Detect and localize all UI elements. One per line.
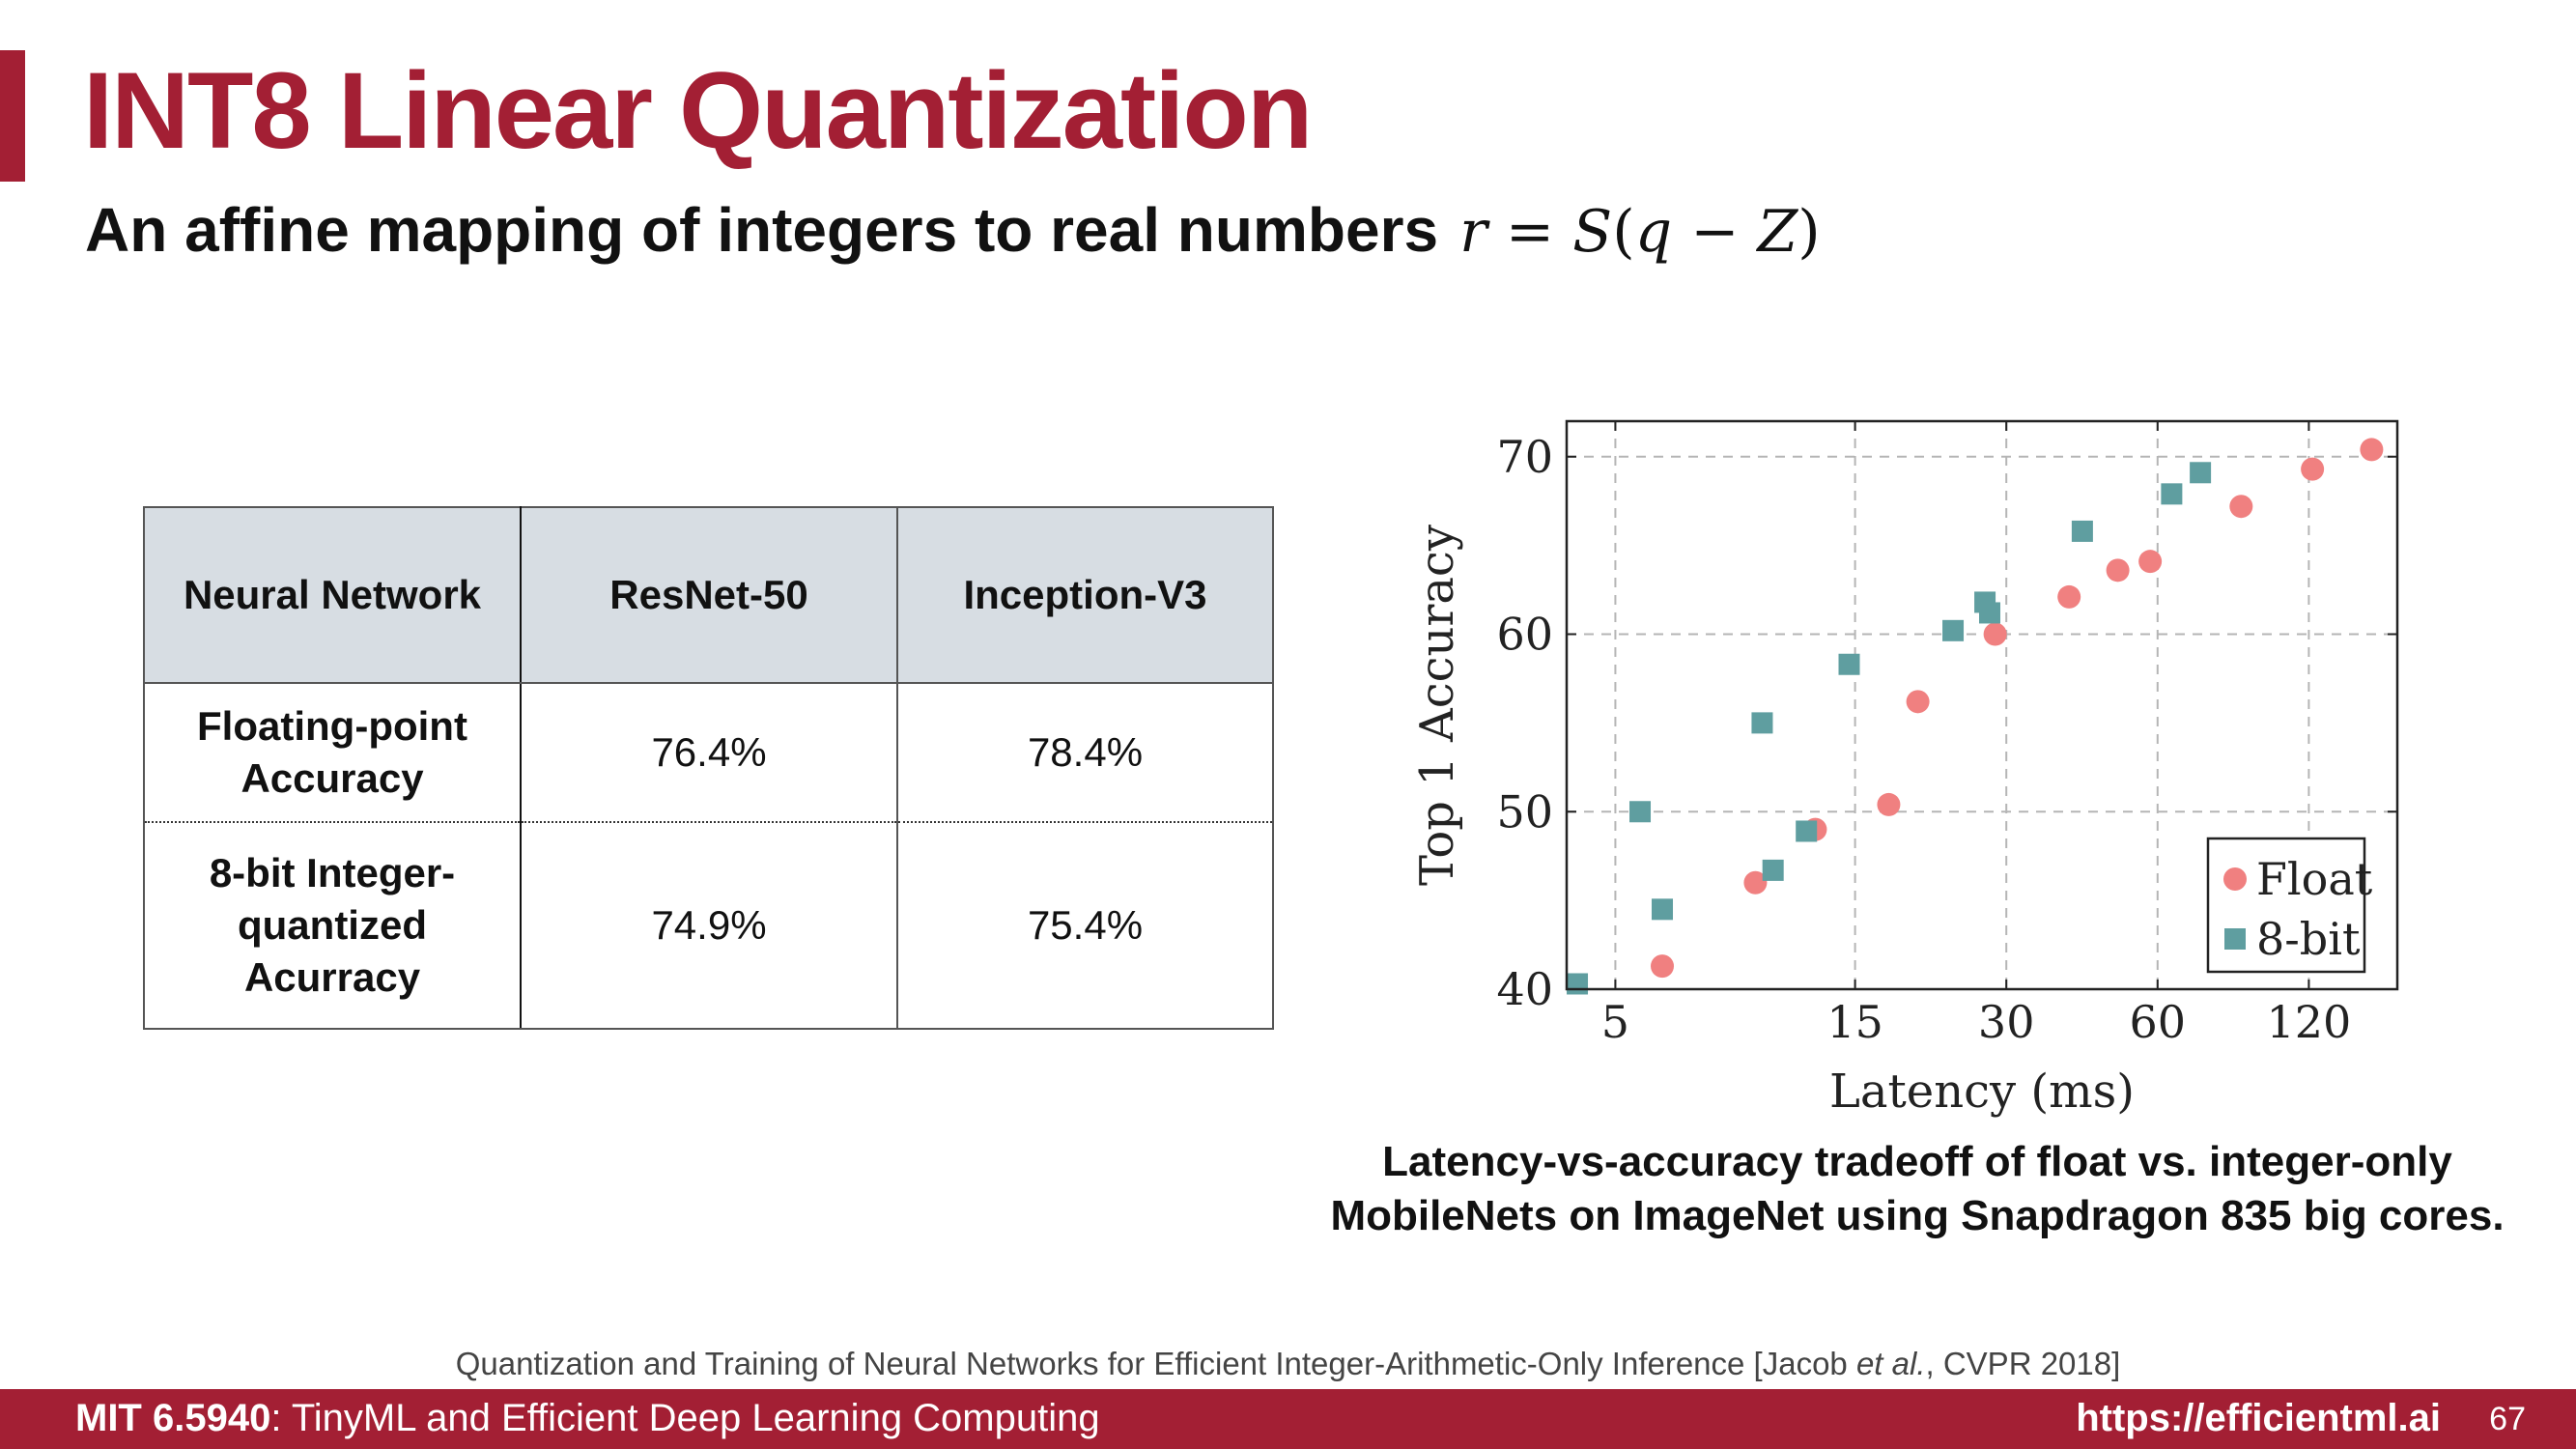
header-neural-network: Neural Network [143,506,522,684]
slide-subtitle: An affine mapping of integers to real nu… [85,193,1821,269]
cell-float-resnet: 76.4% [520,682,898,823]
plot-frame [1565,419,2399,991]
footer-course: MIT 6.5940: TinyML and Efficient Deep Le… [75,1397,1100,1440]
course-code: MIT 6.5940 [75,1397,271,1439]
chart-caption: Latency-vs-accuracy tradeoff of float vs… [1294,1135,2540,1243]
table-header-row: Neural Network ResNet-50 Inception-V3 [143,506,1274,684]
caption-line-2: MobileNets on ImageNet using Snapdragon … [1330,1192,2505,1239]
y-tick-label: 60 [1496,609,1553,661]
data-point-8bit [1652,898,1674,921]
data-point-8bit [1751,712,1773,734]
title-accent-bar [0,50,25,182]
y-tick-label: 50 [1496,785,1553,838]
legend-label: Float [2256,853,2373,905]
data-point-8bit [2190,462,2212,484]
x-tick-label: 15 [1826,996,1883,1048]
cell-int8-resnet: 74.9% [520,820,898,1031]
table-row: Floating-point Accuracy 76.4% 78.4% [143,682,1274,823]
data-point-8bit [1838,653,1860,675]
footer-url-link[interactable]: https://efficientml.ai [2076,1397,2441,1439]
data-point-float [2229,495,2253,519]
data-point-8bit [1629,801,1652,823]
data-point-8bit [1979,602,2000,624]
row-label-float: Floating-point Accuracy [143,682,522,823]
course-name: : TinyML and Efficient Deep Learning Com… [270,1397,1100,1439]
slide-title: INT8 Linear Quantization [83,50,1313,171]
x-tick-label: 60 [2130,996,2187,1048]
data-point-8bit [1567,973,1589,995]
paper-reference: Quantization and Training of Neural Netw… [455,1346,2121,1381]
header-inception-v3: Inception-V3 [896,506,1274,684]
data-point-float [2106,558,2130,582]
cell-float-inception: 78.4% [896,682,1274,823]
legend-label: 8-bit [2256,913,2361,965]
x-tick-label: 30 [1978,996,2035,1048]
data-point-float [2301,457,2325,481]
data-point-float [2360,438,2384,462]
x-tick-label: 5 [1601,996,1629,1048]
y-tick-label: 70 [1496,431,1553,483]
cell-int8-inception: 75.4% [896,820,1274,1031]
accuracy-table: Neural Network ResNet-50 Inception-V3 Fl… [143,506,1274,1031]
x-tick-label: 120 [2266,996,2351,1048]
page-number: 67 [2489,1401,2526,1437]
legend-marker-8bit [2224,928,2246,950]
latency-accuracy-chart: 5 15 30 60 120 40 50 60 70 Latency (ms) Top 1 Accu… [1410,419,2399,1119]
data-point-8bit [1942,619,1965,641]
data-point-float [2138,550,2163,574]
data-point-float [2057,584,2081,609]
y-tick-label: 40 [1496,963,1553,1015]
data-point-8bit [2161,483,2183,505]
data-point-float [1906,690,1930,714]
table-row: 8-bit Integer-quantized Acurracy 74.9% 7… [143,820,1274,1031]
subtitle-text: An affine mapping of integers to real nu… [85,195,1439,265]
x-axis-label: Latency (ms) [1829,1065,2135,1119]
y-axis-label: Top 1 Accuracy [1410,525,1464,886]
caption-line-1: Latency-vs-accuracy tradeoff of float vs… [1382,1138,2452,1185]
header-resnet-50: ResNet-50 [520,506,898,684]
data-point-8bit [1762,859,1784,881]
footer-bar: MIT 6.5940: TinyML and Efficient Deep Le… [0,1389,2576,1449]
legend-marker-float [2223,867,2247,891]
row-label-int8: 8-bit Integer-quantized Acurracy [143,820,522,1031]
affine-formula: r = S(q − Z) [1459,198,1821,266]
data-point-float [1983,622,2007,646]
data-point-float [1743,870,1768,895]
data-point-float [1877,792,1901,816]
data-point-8bit [1796,820,1818,842]
data-point-float [1651,954,1675,979]
data-point-8bit [2071,520,2093,542]
